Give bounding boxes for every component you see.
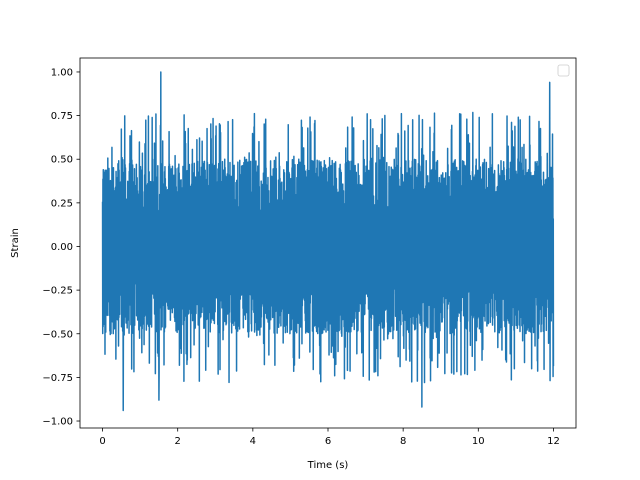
x-axis: 0 2 4 6 8 10 12 bbox=[99, 428, 560, 447]
y-axis: 1.00 0.75 0.50 0.25 0.00 −0.25 −0.50 −0.75 −1.00 bbox=[42, 67, 80, 428]
y-axis-label: Strain bbox=[10, 228, 21, 258]
y-tick-label: 0.75 bbox=[51, 111, 73, 122]
y-tick-label: −0.25 bbox=[42, 286, 73, 297]
x-tick-label: 0 bbox=[99, 436, 105, 447]
x-tick-label: 12 bbox=[547, 436, 560, 447]
legend-box bbox=[557, 64, 570, 77]
plot-area bbox=[79, 57, 577, 429]
x-tick-label: 8 bbox=[400, 436, 406, 447]
x-tick-label: 6 bbox=[325, 436, 331, 447]
y-tick-label: 0.50 bbox=[51, 155, 73, 166]
y-tick-label: −0.75 bbox=[42, 373, 73, 384]
y-tick-label: −1.00 bbox=[42, 417, 73, 428]
y-tick-label: 1.00 bbox=[51, 67, 73, 78]
y-tick-label: 0.00 bbox=[51, 242, 73, 253]
x-axis-label: Time (s) bbox=[307, 460, 349, 471]
series-line-strain bbox=[101, 71, 555, 412]
x-tick-label: 10 bbox=[472, 436, 485, 447]
x-tick-label: 4 bbox=[250, 436, 256, 447]
y-tick-label: 0.25 bbox=[51, 198, 73, 209]
y-tick-label: −0.50 bbox=[42, 329, 73, 340]
x-tick-label: 2 bbox=[175, 436, 181, 447]
